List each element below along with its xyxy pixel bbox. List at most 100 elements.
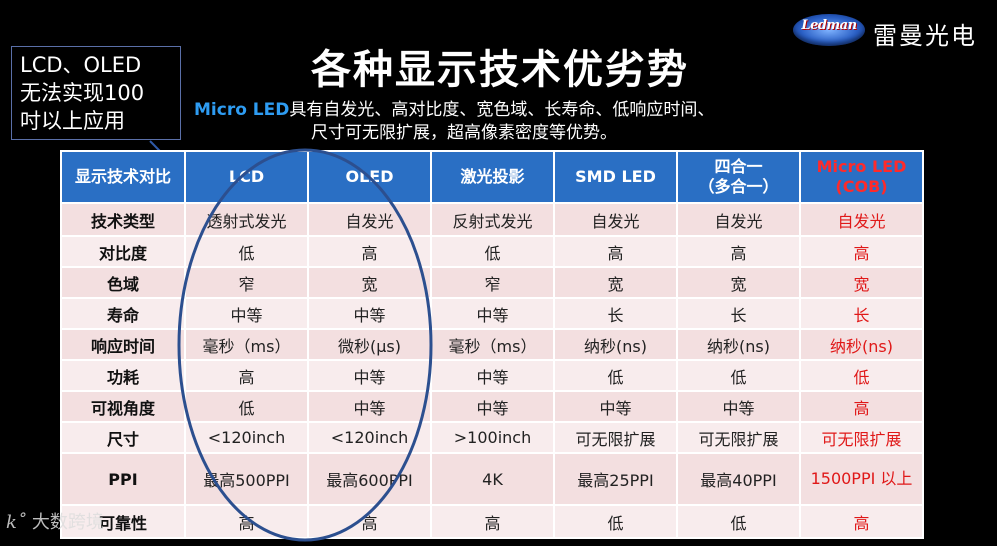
table-cell-highlight: 长 xyxy=(799,297,924,330)
table-cell: 纳秒(ns) xyxy=(553,328,678,361)
table-cell: 最高600PPI xyxy=(307,452,432,506)
table-cell: 宽 xyxy=(676,266,801,299)
table-cell-highlight: 高 xyxy=(799,235,924,268)
table-cell-highlight: 低 xyxy=(799,359,924,392)
row-label: 可靠性 xyxy=(60,504,186,539)
table-cell: 中等 xyxy=(553,390,678,423)
table-cell-highlight: 可无限扩展 xyxy=(799,421,924,454)
header-cell: 显示技术对比 xyxy=(60,150,186,204)
table-cell: 长 xyxy=(676,297,801,330)
table-cell: 微秒(μs) xyxy=(307,328,432,361)
table-cell: 自发光 xyxy=(553,202,678,237)
comparison-table: 显示技术对比 LCD OLED 激光投影 SMD LED 四合一 （多合一） M… xyxy=(60,150,924,539)
table-cell: 高 xyxy=(430,504,555,539)
subtitle-line-1: Micro LED具有自发光、高对比度、宽色域、长寿命、低响应时间、 xyxy=(194,99,814,122)
table-cell: 宽 xyxy=(307,266,432,299)
header-cell: LCD xyxy=(184,150,309,204)
table-cell: 最高40PPI xyxy=(676,452,801,506)
ledman-emblem-icon xyxy=(793,14,865,46)
table-cell: 中等 xyxy=(676,390,801,423)
table-cell-highlight: 1500PPI 以上 xyxy=(799,452,924,506)
table-cell: 低 xyxy=(676,359,801,392)
table-cell: <120inch xyxy=(184,421,309,454)
row-label: 对比度 xyxy=(60,235,186,268)
subtitle-line-1-rest: 具有自发光、高对比度、宽色域、长寿命、低响应时间、 xyxy=(289,100,715,120)
row-label: 寿命 xyxy=(60,297,186,330)
header-cell-highlight: Micro LED (COB) xyxy=(799,150,924,204)
table-cell: 长 xyxy=(553,297,678,330)
table-row: 可靠性高高高低低高 xyxy=(60,504,924,539)
table-row: 响应时间 毫秒（ms） 微秒(μs) 毫秒（ms） 纳秒(ns) 纳秒(ns) 纳秒(ns) xyxy=(60,328,924,361)
table-cell: 中等 xyxy=(430,359,555,392)
table-cell: 低 xyxy=(553,359,678,392)
table-cell: 中等 xyxy=(184,297,309,330)
header-cell: 四合一 （多合一） xyxy=(676,150,801,204)
table-header-row: 显示技术对比 LCD OLED 激光投影 SMD LED 四合一 （多合一） M… xyxy=(60,150,924,204)
table-cell: 自发光 xyxy=(676,202,801,237)
table-cell-highlight: 自发光 xyxy=(799,202,924,237)
table-cell-highlight: 纳秒(ns) xyxy=(799,328,924,361)
table-cell: 低 xyxy=(184,235,309,268)
watermark: k˚ 大数跨境 xyxy=(6,508,104,534)
table-row: 色域窄宽窄宽宽宽 xyxy=(60,266,924,299)
table-cell: 低 xyxy=(553,504,678,539)
table-cell-highlight: 高 xyxy=(799,390,924,423)
table-cell: 窄 xyxy=(430,266,555,299)
header-cell: SMD LED xyxy=(553,150,678,204)
table-cell: 中等 xyxy=(307,297,432,330)
table-row: PPI 最高500PPI 最高600PPI 4K 最高25PPI 最高40PPI 1500P… xyxy=(60,452,924,506)
table-cell: 纳秒(ns) xyxy=(676,328,801,361)
table-row: 功耗高中等 中等低低低 xyxy=(60,359,924,392)
table-cell: <120inch xyxy=(307,421,432,454)
table-cell: 自发光 xyxy=(307,202,432,237)
callout-line-1: LCD、OLED xyxy=(20,53,142,77)
table-row: 尺寸 <120inch <120inch >100inch 可无限扩展 可无限扩展 可无限扩… xyxy=(60,421,924,454)
subtitle-highlight: Micro LED xyxy=(194,100,290,120)
table-cell: 低 xyxy=(676,504,801,539)
table-cell-highlight: 高 xyxy=(799,504,924,539)
row-label: 尺寸 xyxy=(60,421,186,454)
table-cell: 宽 xyxy=(553,266,678,299)
company-logo: Ledman 雷曼光电 xyxy=(793,10,993,50)
table-row: 可视角度低中等 中等 中等 中等高 xyxy=(60,390,924,423)
table-cell: 高 xyxy=(553,235,678,268)
row-label: PPI xyxy=(60,452,186,506)
table-cell: 中等 xyxy=(430,390,555,423)
callout-line-3: 吋以上应用 xyxy=(20,109,125,133)
row-label: 功耗 xyxy=(60,359,186,392)
table-cell: 4K xyxy=(430,452,555,506)
table-cell: 反射式发光 xyxy=(430,202,555,237)
slide-title: 各种显示技术优劣势 xyxy=(311,47,689,93)
subtitle-line-2: 尺寸可无限扩展，超高像素密度等优势。 xyxy=(311,123,617,143)
table-cell: 高 xyxy=(307,235,432,268)
row-label: 色域 xyxy=(60,266,186,299)
slide-subtitle: Micro LED具有自发光、高对比度、宽色域、长寿命、低响应时间、 尺寸可无限… xyxy=(194,99,814,145)
callout-box: LCD、OLED 无法实现100 吋以上应用 xyxy=(11,46,181,140)
row-label: 响应时间 xyxy=(60,328,186,361)
table-cell: 低 xyxy=(430,235,555,268)
logo-emblem-text: Ledman xyxy=(801,18,857,33)
callout-line-2: 无法实现100 xyxy=(20,81,145,105)
table-cell: 中等 xyxy=(307,390,432,423)
watermark-logo-icon: k˚ xyxy=(6,512,26,533)
table-cell-highlight: 宽 xyxy=(799,266,924,299)
table-cell: 最高500PPI xyxy=(184,452,309,506)
row-label: 技术类型 xyxy=(60,202,186,237)
watermark-text: 大数跨境 xyxy=(31,512,104,533)
table-cell: >100inch xyxy=(430,421,555,454)
header-cell: OLED xyxy=(307,150,432,204)
table-cell: 可无限扩展 xyxy=(676,421,801,454)
header-cell: 激光投影 xyxy=(430,150,555,204)
table-cell: 毫秒（ms） xyxy=(184,328,309,361)
logo-company-name: 雷曼光电 xyxy=(873,22,977,50)
table-cell: 高 xyxy=(307,504,432,539)
table-cell: 中等 xyxy=(307,359,432,392)
table-cell: 毫秒（ms） xyxy=(430,328,555,361)
row-label: 可视角度 xyxy=(60,390,186,423)
table-row: 对比度低高低高高高 xyxy=(60,235,924,268)
table-cell: 最高25PPI xyxy=(553,452,678,506)
table-cell: 低 xyxy=(184,390,309,423)
table-row: 技术类型 透射式发光 自发光 反射式发光 自发光 自发光 自发光 xyxy=(60,202,924,237)
table-row: 寿命 中等 中等 中等长长长 xyxy=(60,297,924,330)
table-cell: 高 xyxy=(184,504,309,539)
